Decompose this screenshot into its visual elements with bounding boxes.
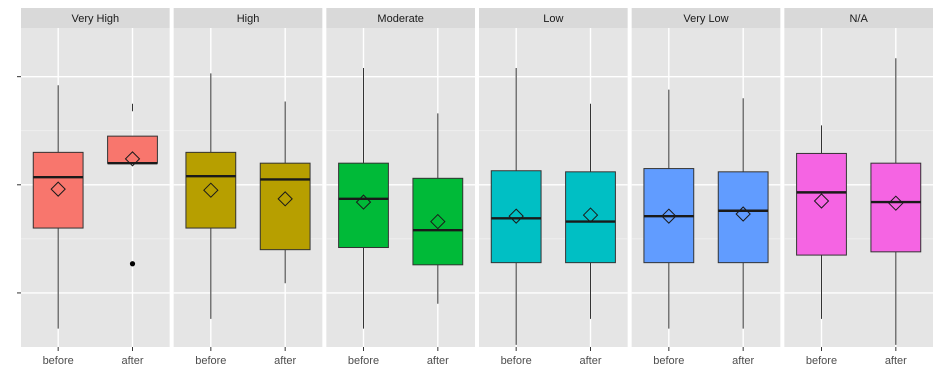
facet-strip <box>631 8 781 28</box>
facet-strip <box>479 8 628 28</box>
x-tick-label: before <box>348 355 379 367</box>
x-tick-label: before <box>653 355 684 367</box>
mean-diamond <box>582 207 599 223</box>
x-tick-label: after <box>732 355 754 367</box>
facet-panel: Very High before after <box>21 8 170 367</box>
mean-diamond <box>661 208 677 224</box>
x-tick-label: before <box>806 355 837 367</box>
x-tick-label: after <box>427 355 449 367</box>
mean-diamond <box>277 191 293 207</box>
mean-diamond <box>508 208 524 224</box>
x-tick-label: after <box>274 355 296 367</box>
box-iqr <box>717 171 769 264</box>
facet-strip <box>784 8 933 28</box>
facet-strip-label: Very Low <box>683 13 728 25</box>
facet-strip-label: Very High <box>71 13 119 25</box>
facet-panel: Very Low before after <box>631 8 781 367</box>
mean-diamond <box>355 194 372 210</box>
box-iqr <box>796 152 847 256</box>
facet-panel: N/A before after <box>784 8 933 367</box>
facet-panel: High before after <box>173 8 323 367</box>
x-tick-label: before <box>43 355 74 367</box>
box-iqr <box>185 151 237 229</box>
mean-diamond <box>50 181 66 197</box>
x-tick-label: before <box>195 355 226 367</box>
x-tick-label: after <box>885 355 907 367</box>
box-iqr <box>565 171 616 264</box>
x-tick-label: after <box>121 355 143 367</box>
outlier-point <box>129 261 136 267</box>
facet-panel: Moderate before after <box>326 8 475 367</box>
mean-diamond <box>430 213 446 230</box>
facet-panel: Low before after <box>479 8 628 367</box>
mean-diamond <box>124 151 141 167</box>
mean-diamond <box>203 182 219 198</box>
x-tick-label: after <box>579 355 601 367</box>
facet-strip-label: N/A <box>849 13 868 25</box>
box-iqr <box>107 135 158 164</box>
facet-strip <box>326 8 475 28</box>
facet-strip-label: Low <box>543 13 563 25</box>
box-iqr <box>338 162 389 249</box>
box-iqr <box>412 177 464 266</box>
mean-diamond <box>735 206 751 222</box>
facet-strip-label: High <box>237 13 260 25</box>
box-iqr <box>32 151 84 229</box>
box-iqr <box>490 170 542 264</box>
x-tick-label: before <box>501 355 532 367</box>
box-iqr <box>870 162 922 253</box>
mean-diamond <box>888 195 904 211</box>
facet-strip <box>21 8 170 28</box>
mean-diamond <box>813 193 830 209</box>
facet-strip <box>173 8 323 28</box>
facet-strip-label: Moderate <box>377 13 423 25</box>
